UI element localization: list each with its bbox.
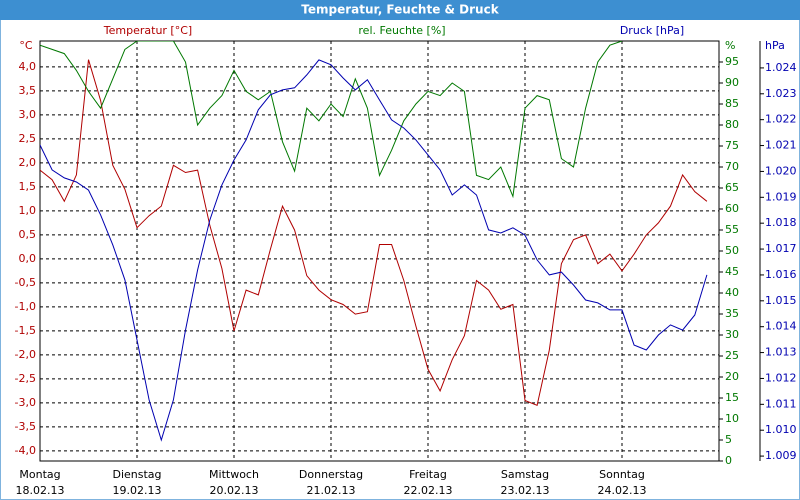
y2-tick-label: 15	[725, 391, 739, 404]
y3-tick-label: 1.017	[765, 242, 797, 255]
y3-tick-label: 1.024	[765, 61, 797, 74]
y2-unit: %	[725, 39, 735, 52]
x-tick-date: 23.02.13	[501, 484, 550, 497]
y2-tick-label: 85	[725, 97, 739, 110]
x-tick-label: Dienstag	[112, 468, 161, 481]
y2-tick-label: 70	[725, 160, 739, 173]
y-tick-label: 1,5	[19, 180, 37, 193]
x-tick-label: Sonntag	[599, 468, 645, 481]
y2-tick-label: 50	[725, 244, 739, 257]
x-tick-label: Mittwoch	[209, 468, 259, 481]
x-tick-date: 22.02.13	[404, 484, 453, 497]
x-tick-date: 18.02.13	[16, 484, 65, 497]
y2-tick-label: 20	[725, 370, 739, 383]
y3-tick-label: 1.010	[765, 423, 797, 436]
y3-tick-label: 1.015	[765, 294, 797, 307]
x-tick-label: Freitag	[409, 468, 447, 481]
y-tick-label: -3,0	[15, 396, 36, 409]
y2-tick-label: 75	[725, 139, 739, 152]
y-tick-label: 2,5	[19, 132, 37, 145]
y2-tick-label: 80	[725, 118, 739, 131]
y-tick-label: -2,5	[15, 372, 36, 385]
y-tick-label: 3,5	[19, 84, 37, 97]
y3-tick-label: 1.021	[765, 139, 797, 152]
y3-unit: hPa	[765, 39, 785, 52]
y3-tick-label: 1.009	[765, 449, 797, 462]
x-tick-date: 24.02.13	[598, 484, 647, 497]
plot-lines	[40, 41, 708, 442]
y3-tick-label: 1.012	[765, 371, 797, 384]
y-tick-label: -0,5	[15, 276, 36, 289]
y-tick-label: 0,0	[19, 252, 37, 265]
y-unit: °C	[19, 39, 33, 52]
title-bar	[0, 0, 800, 20]
plot-area	[39, 40, 720, 462]
y3-tick-label: 1.022	[765, 113, 797, 126]
y2-tick-label: 65	[725, 181, 739, 194]
y-tick-label: -1,0	[15, 300, 36, 313]
legend-entry: Druck [hPa]	[620, 24, 684, 37]
y3-tick-label: 1.011	[765, 397, 797, 410]
x-tick-date: 20.02.13	[210, 484, 259, 497]
series-line	[40, 59, 708, 442]
x-tick-label: Samstag	[501, 468, 549, 481]
y3-tick-label: 1.018	[765, 216, 797, 229]
y-tick-label: -3,5	[15, 420, 36, 433]
y-tick-label: -2,0	[15, 348, 36, 361]
y-tick-label: 0,5	[19, 228, 37, 241]
y2-tick-label: 5	[725, 433, 732, 446]
y2-tick-label: 10	[725, 412, 739, 425]
y-tick-label: -1,5	[15, 324, 36, 337]
y-tick-label: 3,0	[19, 108, 37, 121]
y2-tick-label: 25	[725, 349, 739, 362]
y3-tick-label: 1.020	[765, 164, 797, 177]
y3-tick-label: 1.014	[765, 320, 797, 333]
y2-tick-label: 45	[725, 265, 739, 278]
chart-title: Temperatur, Feuchte & Druck	[301, 3, 499, 17]
series-line	[40, 41, 623, 199]
x-tick-label: Montag	[19, 468, 60, 481]
y2-tick-label: 90	[725, 76, 739, 89]
y3-tick-label: 1.019	[765, 190, 797, 203]
x-tick-label: Donnerstag	[299, 468, 363, 481]
y2-tick-label: 35	[725, 307, 739, 320]
y-tick-label: 2,0	[19, 156, 37, 169]
y2-tick-label: 60	[725, 202, 739, 215]
y2-tick-label: 95	[725, 55, 739, 68]
y2-tick-label: 30	[725, 328, 739, 341]
y3-tick-label: 1.013	[765, 346, 797, 359]
y-tick-label: 1,0	[19, 204, 37, 217]
series-line	[40, 59, 708, 406]
y2-tick-label: 55	[725, 223, 739, 236]
x-tick-date: 19.02.13	[113, 484, 162, 497]
y3-tick-label: 1.016	[765, 268, 797, 281]
y2-tick-label: 0	[725, 454, 732, 467]
y2-tick-label: 40	[725, 286, 739, 299]
y-tick-label: -4,0	[15, 444, 36, 457]
y-tick-label: 4,0	[19, 60, 37, 73]
x-tick-date: 21.02.13	[307, 484, 356, 497]
legend-entry: rel. Feuchte [%]	[358, 24, 445, 37]
legend-entry: Temperatur [°C]	[103, 24, 192, 37]
y3-tick-label: 1.023	[765, 87, 797, 100]
